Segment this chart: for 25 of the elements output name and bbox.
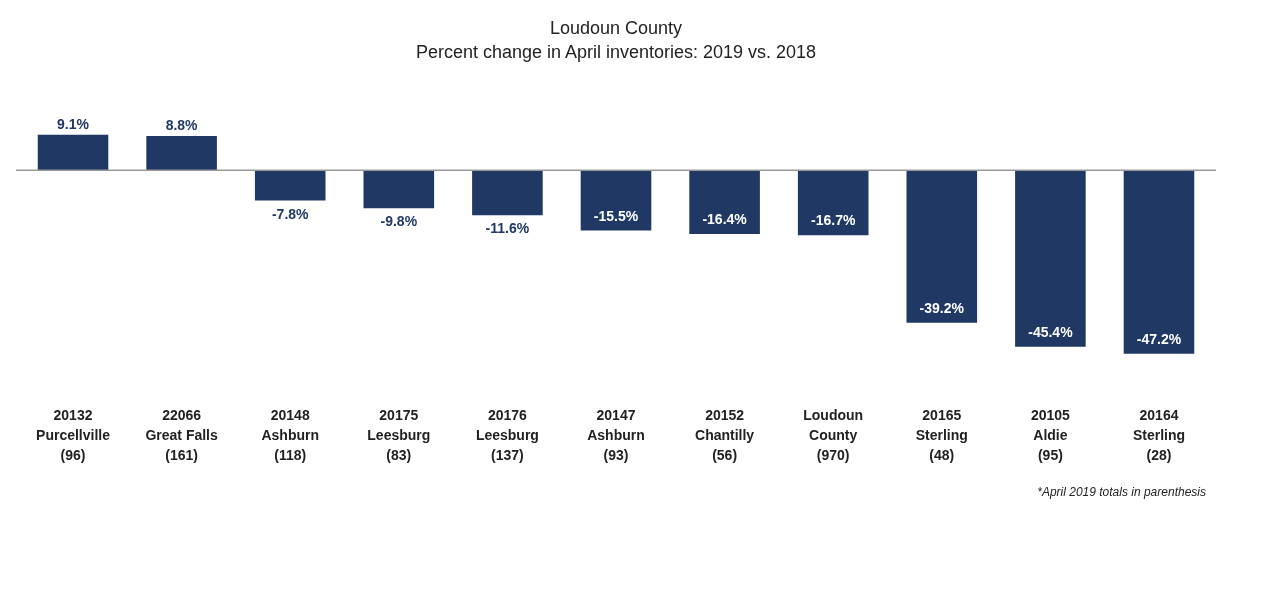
x-tick-label: 20148 Ashburn (118) [261,406,319,463]
x-tick-label: 20152 Chantilly (56) [695,406,755,463]
data-label: -16.4% [702,211,748,228]
data-label: -9.8% [380,213,418,230]
data-label: -11.6% [485,220,530,237]
x-tick-label: Loudoun County (970) [803,406,864,463]
x-tick-label: 20175 Leesburg (83) [367,406,431,463]
x-tick-label: 20164 Sterling (28) [1132,406,1186,463]
data-label: -45.4% [1028,323,1074,340]
data-label: -16.7% [811,212,856,229]
x-tick-label: 20147 Ashburn (93) [587,406,645,463]
data-label: 8.8% [165,117,199,134]
chart-title: Loudoun County [549,18,683,38]
x-tick-label: 20165 Sterling (48) [915,406,968,463]
x-tick-label: 20176 Leesburg (137) [475,406,539,463]
x-tick-label: 22066 Great Falls (161) [145,406,218,463]
x-tick-label: 20105 Aldie (95) [1030,406,1071,463]
data-label: 9.1% [57,115,90,132]
x-tick-label: 20132 Purcellville (96) [36,406,111,463]
data-label: -39.2% [919,299,965,316]
data-label: -15.5% [593,207,639,224]
chart-subtitle: Percent change in April inventories: 2019 vs. 2018 [415,42,817,62]
text: *April 2019 totals in parenthesis [1037,485,1206,499]
data-label: -47.2% [1136,330,1182,347]
data-label: -7.8% [271,205,310,222]
